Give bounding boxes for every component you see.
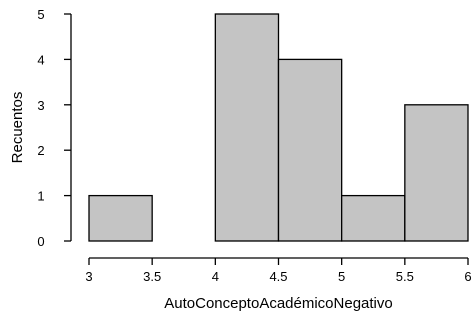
histogram-bar-0 [88, 194, 153, 242]
y-tick-label: 2 [37, 143, 44, 158]
x-tick-label: 5 [338, 269, 345, 284]
x-axis: 3 3.5 4 4.5 5 5.5 6 [85, 257, 472, 284]
y-tick-label: 3 [37, 98, 44, 113]
histogram-bar-5 [404, 104, 469, 242]
x-tick-label: 6 [464, 269, 471, 284]
x-tick-label: 3.5 [143, 269, 161, 284]
y-tick-label: 5 [37, 7, 44, 22]
x-tick-label: 4.5 [269, 269, 287, 284]
bars-group [88, 13, 469, 242]
y-tick-label: 4 [37, 52, 44, 67]
histogram-bar-3 [277, 58, 343, 242]
y-axis-title: Recuentos [9, 92, 26, 164]
histogram-bar-4 [341, 194, 406, 242]
x-axis-title: AutoConceptoAcadémicoNegativo [164, 295, 392, 312]
x-tick-label: 3 [85, 269, 92, 284]
y-axis: 0 1 2 3 4 5 [37, 7, 72, 249]
y-tick-label: 0 [37, 234, 44, 249]
x-tick-label: 5.5 [396, 269, 414, 284]
x-tick-label: 4 [212, 269, 219, 284]
y-tick-label: 1 [37, 189, 44, 204]
histogram-bar-2 [214, 13, 280, 242]
